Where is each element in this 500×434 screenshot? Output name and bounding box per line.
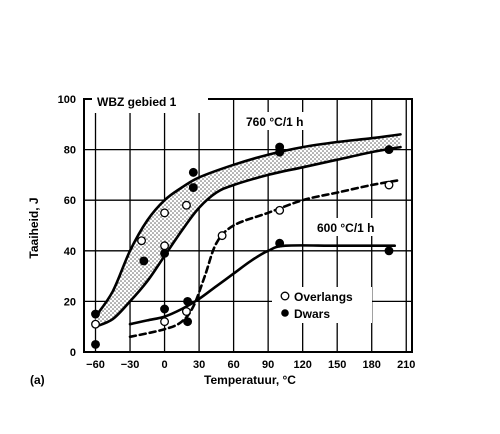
y-tick-label: 80 — [64, 145, 76, 157]
legend-label-overlangs: Overlangs — [294, 290, 353, 304]
x-tick-label: 210 — [397, 359, 415, 371]
panel-label: (a) — [30, 373, 45, 387]
x-tick-label: 120 — [293, 359, 311, 371]
point-overlangs — [384, 180, 394, 190]
point-overlangs — [275, 205, 285, 215]
tick-labels: −60 −30 0 30 60 90 120 150 180 210 0 20 40 60 80 100 — [58, 94, 416, 371]
point-dwars — [275, 238, 285, 248]
point-overlangs — [160, 241, 170, 251]
y-tick-label: 60 — [64, 195, 76, 207]
scatter-band — [95, 134, 401, 327]
legend: Overlangs Dwars — [272, 287, 372, 323]
point-overlangs — [160, 208, 170, 218]
x-axis-label: Temperatuur, °C — [204, 373, 296, 387]
y-tick-label: 100 — [58, 94, 76, 106]
x-tick-label: 30 — [193, 359, 205, 371]
point-dwars — [275, 147, 285, 157]
point-dwars — [384, 145, 394, 155]
point-dwars — [160, 248, 170, 258]
x-tick-label: 180 — [363, 359, 381, 371]
point-dwars — [91, 309, 100, 319]
x-tick-label: −60 — [86, 359, 105, 371]
point-overlangs — [181, 200, 191, 210]
point-overlangs — [137, 236, 146, 246]
legend-marker-overlangs — [280, 291, 290, 301]
annotation-760: 760 °C/1 h — [246, 115, 304, 129]
point-dwars — [188, 183, 198, 192]
point-overlangs — [181, 307, 191, 316]
data-points — [91, 142, 394, 349]
y-tick-label: 20 — [64, 296, 76, 308]
y-axis-label: Taaiheid, J — [27, 197, 41, 258]
point-dwars — [160, 304, 170, 314]
curve-band-upper — [94, 133, 402, 318]
annotation-600: 600 °C/1 h — [317, 221, 375, 235]
x-tick-label: 90 — [262, 359, 274, 371]
inset-label: WBZ gebied 1 — [97, 95, 177, 109]
x-tick-label: 0 — [161, 359, 167, 371]
point-dwars — [91, 339, 100, 349]
point-overlangs — [91, 319, 100, 329]
legend-marker-dwars — [281, 309, 289, 317]
band-fill — [95, 134, 401, 327]
plot-border — [83, 98, 413, 353]
point-dwars — [139, 256, 149, 266]
point-dwars — [183, 317, 193, 327]
plot-frame — [83, 98, 413, 353]
x-tick-label: 60 — [227, 359, 239, 371]
point-dwars — [183, 296, 193, 306]
y-tick-label: 40 — [64, 246, 76, 258]
point-dwars — [384, 246, 394, 256]
curve-band-lower — [94, 145, 402, 328]
x-tick-label: 150 — [328, 359, 346, 371]
legend-label-dwars: Dwars — [294, 307, 330, 321]
point-overlangs — [160, 317, 170, 327]
point-dwars — [188, 167, 198, 177]
y-tick-label: 0 — [70, 347, 76, 359]
inset-label-box: WBZ gebied 1 — [92, 91, 208, 113]
curve-600-solid — [128, 244, 396, 326]
point-overlangs — [217, 231, 227, 241]
x-tick-label: −30 — [121, 359, 140, 371]
